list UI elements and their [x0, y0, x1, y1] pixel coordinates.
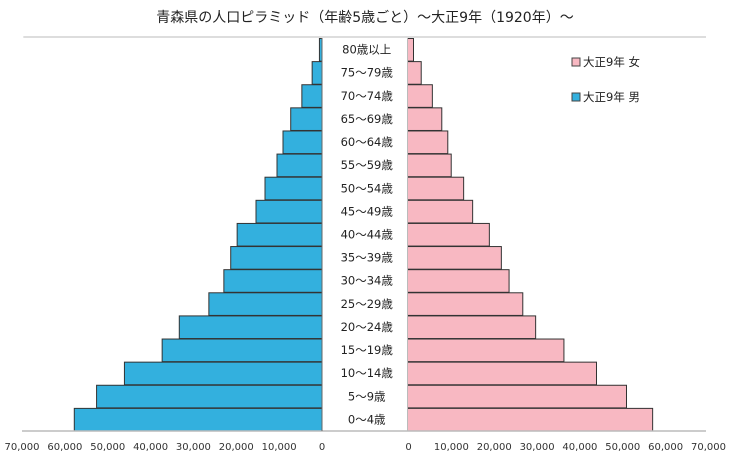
male-bar-5: [208, 292, 323, 316]
right-tick-label: 70,000: [691, 442, 726, 453]
male-bar-11: [276, 153, 323, 178]
age-label-2: 10～14歳: [341, 366, 394, 380]
male-bar-1: [96, 384, 323, 409]
legend-label-0: 大正9年 女: [583, 55, 640, 69]
right-tick-label: 50,000: [605, 442, 640, 453]
age-label-7: 35～39歳: [341, 251, 394, 265]
left-tick-label: 10,000: [262, 442, 297, 453]
age-label-1: 5～9歳: [348, 389, 386, 403]
female-bar-3: [407, 338, 565, 363]
right-tick-label: 0: [405, 442, 411, 453]
male-bar-7: [230, 246, 323, 270]
chart-title: 青森県の人口ピラミッド（年齢5歳ごと）～大正9年（1920年）～: [156, 10, 573, 26]
female-bar-13: [407, 107, 443, 131]
female-bar-5: [407, 292, 524, 316]
age-label-9: 45～49歳: [341, 204, 394, 218]
female-bar-7: [407, 246, 502, 270]
male-bar-6: [223, 269, 323, 293]
age-label-10: 50～54歳: [341, 181, 394, 195]
left-tick-label: 30,000: [176, 442, 211, 453]
age-label-14: 70～74歳: [341, 89, 394, 103]
female-bar-10: [407, 176, 465, 201]
age-label-15: 75～79歳: [341, 66, 394, 80]
female-bar-1: [407, 384, 627, 409]
female-bar-2: [407, 361, 597, 386]
legend-swatch-0: [571, 57, 581, 67]
age-label-0: 0～4歳: [348, 412, 386, 426]
age-label-5: 25～29歳: [341, 297, 394, 311]
female-bar-14: [407, 84, 433, 108]
right-tick-label: 30,000: [520, 442, 555, 453]
legend-label-1: 大正9年 男: [583, 90, 640, 104]
age-label-13: 65～69歳: [341, 112, 394, 126]
right-tick-label: 20,000: [477, 442, 512, 453]
female-bar-0: [407, 407, 654, 432]
female-bar-4: [407, 315, 537, 340]
male-bar-10: [264, 176, 323, 201]
male-bar-12: [282, 130, 323, 155]
female-bar-9: [407, 199, 474, 224]
left-tick-label: 20,000: [219, 442, 254, 453]
left-tick-label: 40,000: [133, 442, 168, 453]
age-label-6: 30～34歳: [341, 274, 394, 288]
age-label-3: 15～19歳: [341, 343, 394, 357]
female-bar-6: [407, 269, 510, 293]
male-bar-9: [255, 199, 323, 224]
age-label-4: 20～24歳: [341, 320, 394, 334]
male-bar-14: [301, 84, 323, 108]
male-bar-8: [236, 222, 323, 247]
legend-swatch-1: [571, 92, 581, 102]
right-tick-label: 60,000: [648, 442, 683, 453]
age-label-11: 55～59歳: [341, 158, 394, 172]
male-bar-3: [161, 338, 323, 363]
left-tick-label: 50,000: [90, 442, 125, 453]
male-bar-4: [178, 315, 323, 340]
male-bar-2: [123, 361, 323, 386]
left-tick-label: 0: [319, 442, 325, 453]
female-bar-15: [407, 61, 422, 85]
age-label-8: 40～44歳: [341, 228, 394, 242]
female-bar-16: [407, 38, 414, 62]
male-bar-13: [290, 107, 323, 131]
right-tick-label: 40,000: [562, 442, 597, 453]
left-tick-label: 60,000: [47, 442, 82, 453]
age-label-12: 60～64歳: [341, 135, 394, 149]
female-bar-11: [407, 153, 452, 178]
female-bar-8: [407, 222, 490, 247]
right-tick-label: 10,000: [434, 442, 469, 453]
male-bar-15: [311, 61, 323, 85]
left-tick-label: 70,000: [5, 442, 40, 453]
female-bar-12: [407, 130, 449, 155]
age-label-16: 80歳以上: [342, 43, 391, 57]
male-bar-0: [73, 407, 323, 432]
